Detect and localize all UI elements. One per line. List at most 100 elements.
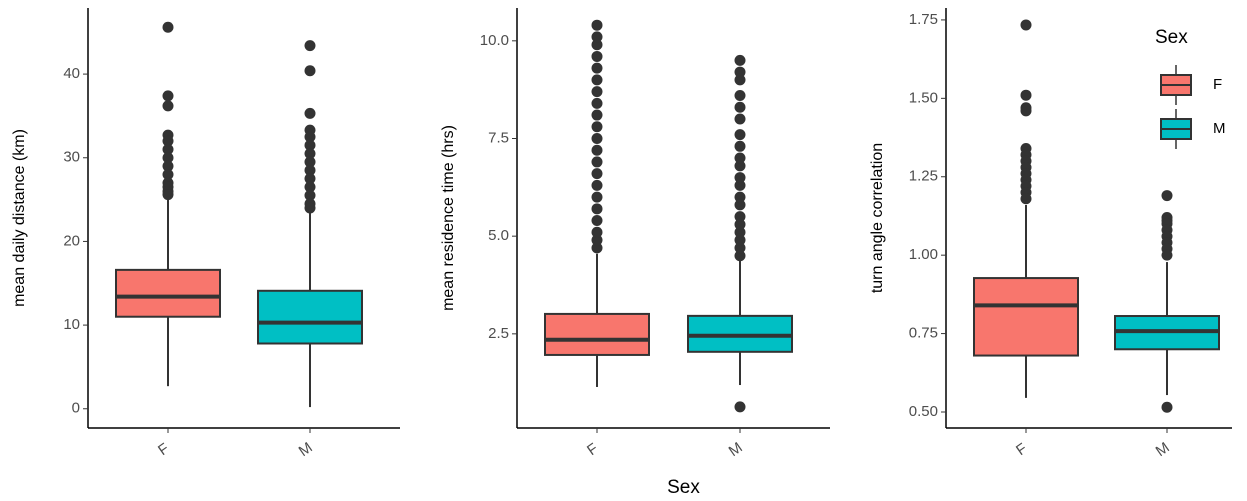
outlier (734, 129, 746, 141)
outlier (734, 218, 746, 230)
outlier (734, 250, 746, 262)
outlier (591, 179, 603, 191)
outlier (734, 172, 746, 184)
box (973, 277, 1079, 357)
outlier (591, 234, 603, 246)
y-tick-label: 10 (63, 316, 80, 333)
y-tick-label: 1.75 (909, 11, 938, 28)
y-tick-label: 30 (63, 149, 80, 166)
outlier (304, 131, 316, 143)
outlier (734, 401, 746, 413)
outlier (734, 234, 746, 246)
y-tick-label: 10.0 (480, 32, 509, 49)
legend-label: F (1213, 76, 1222, 93)
x-tick-label: F (1013, 440, 1030, 459)
outlier (591, 191, 603, 203)
outlier (734, 113, 746, 125)
outlier (591, 50, 603, 62)
outlier (304, 156, 316, 168)
outlier (734, 66, 746, 78)
x-tick-label: M (1153, 439, 1173, 460)
y-tick-label: 5.0 (488, 227, 509, 244)
outlier (734, 211, 746, 223)
x-axis-title: Sex (667, 477, 700, 498)
x-tick-label: M (726, 439, 746, 460)
outlier (1161, 249, 1173, 261)
outlier (1161, 190, 1173, 202)
box (115, 268, 221, 318)
outlier (1161, 401, 1173, 413)
outlier (304, 189, 316, 201)
outlier (591, 144, 603, 156)
outlier (162, 90, 174, 102)
outlier (1020, 89, 1032, 101)
y-tick-label: 7.5 (488, 129, 509, 146)
y-tick-label: 0.75 (909, 325, 938, 342)
outlier (734, 179, 746, 191)
box (544, 312, 650, 356)
y-axis-title: turn angle correlation (869, 143, 886, 293)
outlier (734, 90, 746, 102)
outlier (1020, 193, 1032, 205)
outlier (591, 242, 603, 254)
outlier (304, 181, 316, 193)
outlier (162, 135, 174, 147)
y-tick-label: 2.5 (488, 325, 509, 342)
outlier (304, 202, 316, 214)
outlier (591, 203, 603, 215)
y-tick-label: 0.50 (909, 403, 938, 420)
outlier (591, 168, 603, 180)
outlier (162, 168, 174, 180)
outlier (591, 86, 603, 98)
outlier (162, 160, 174, 172)
y-tick-label: 1.50 (909, 89, 938, 106)
outlier (1020, 19, 1032, 31)
outlier (591, 226, 603, 238)
x-tick-label: F (584, 440, 601, 459)
outlier (304, 139, 316, 151)
outlier (304, 148, 316, 160)
outlier (734, 191, 746, 203)
outlier (734, 140, 746, 152)
outlier (734, 101, 746, 113)
outlier (591, 62, 603, 74)
box (257, 289, 363, 345)
legend-label: M (1213, 120, 1226, 137)
outlier (591, 215, 603, 227)
outlier (734, 226, 746, 238)
outlier (734, 54, 746, 66)
outlier (304, 173, 316, 185)
y-tick-label: 40 (63, 65, 80, 82)
outlier (591, 74, 603, 86)
x-tick-label: F (155, 440, 172, 459)
outlier (162, 152, 174, 164)
outlier (734, 160, 746, 172)
x-tick-label: M (296, 439, 316, 460)
outlier (162, 189, 174, 201)
y-axis-title: mean daily distance (km) (11, 129, 28, 307)
outlier (591, 156, 603, 168)
y-tick-label: 0 (72, 400, 80, 417)
outlier (1020, 105, 1032, 117)
outlier (591, 19, 603, 31)
outlier (734, 152, 746, 164)
outlier (734, 242, 746, 254)
y-tick-label: 1.00 (909, 246, 938, 263)
outlier (591, 132, 603, 144)
y-axis-title: mean residence time (hrs) (440, 125, 457, 311)
y-tick-label: 1.25 (909, 168, 938, 185)
outlier (304, 40, 316, 52)
outlier (591, 97, 603, 109)
outlier (591, 121, 603, 133)
outlier (734, 74, 746, 86)
outlier (304, 164, 316, 176)
legend-title: Sex (1155, 27, 1188, 48)
outlier (304, 107, 316, 119)
outlier (734, 199, 746, 211)
outlier (162, 143, 174, 155)
outlier (304, 65, 316, 77)
outlier (591, 109, 603, 121)
outlier (162, 100, 174, 112)
outlier (162, 21, 174, 33)
